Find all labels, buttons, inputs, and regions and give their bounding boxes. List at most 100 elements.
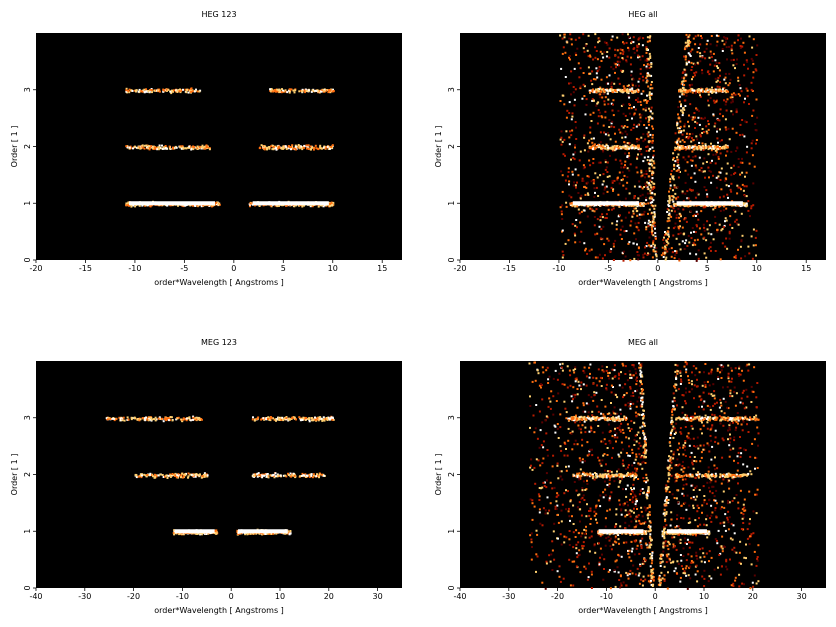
heatmap-pixel <box>613 145 616 148</box>
heatmap-pixel <box>696 122 699 125</box>
heatmap-pixel <box>198 417 201 420</box>
heatmap-pixel <box>208 147 211 150</box>
heatmap-pixel <box>722 226 725 228</box>
heatmap-pixel <box>604 110 607 113</box>
heatmap-pixel <box>646 63 649 66</box>
heatmap-pixel <box>591 83 594 86</box>
heatmap-pixel <box>315 417 317 420</box>
heatmap-pixel <box>652 249 655 251</box>
heatmap-pixel <box>564 51 567 54</box>
heatmap-pixel <box>670 205 673 208</box>
heatmap-pixel <box>691 227 694 229</box>
heatmap-pixel <box>123 419 126 422</box>
heatmap-pixel <box>683 89 686 91</box>
heatmap-pixel <box>248 532 251 535</box>
heatmap-pixel <box>634 145 637 148</box>
heatmap-pixel <box>308 419 311 421</box>
heatmap-pixel <box>196 90 199 93</box>
heatmap-pixel <box>739 87 742 90</box>
heatmap-pixel <box>668 196 671 199</box>
heatmap-pixel <box>628 142 631 145</box>
heatmap-pixel <box>751 90 754 92</box>
heatmap-pixel <box>652 234 655 237</box>
heatmap-pixel <box>571 173 574 176</box>
heatmap-pixel <box>680 130 683 132</box>
heatmap-pixel <box>127 418 130 421</box>
heatmap-pixel <box>719 128 721 131</box>
heatmap-pixel <box>677 143 679 146</box>
heatmap-pixel <box>137 147 140 150</box>
heatmap-pixel <box>272 148 275 151</box>
heatmap-pixel <box>176 417 179 420</box>
heatmap-pixel <box>585 186 588 189</box>
heatmap-pixel <box>622 250 625 253</box>
heatmap-pixel <box>257 416 260 419</box>
heatmap-pixel <box>697 34 700 37</box>
heatmap-pixel <box>625 187 628 190</box>
heatmap-pixel <box>632 91 635 94</box>
heatmap-pixel <box>568 143 571 146</box>
heatmap-pixel <box>158 416 161 419</box>
heatmap-pixel <box>154 419 157 422</box>
heatmap-pixel <box>649 159 652 162</box>
heatmap-pixel <box>246 533 249 536</box>
heatmap-pixel <box>610 102 613 105</box>
heatmap-pixel <box>672 207 675 210</box>
heatmap-pixel <box>148 90 151 93</box>
heatmap-pixel <box>143 473 146 476</box>
heatmap-pixel <box>287 472 289 475</box>
heatmap-pixel <box>648 74 651 77</box>
heatmap-pixel <box>604 96 607 99</box>
y-tick-label: 1 <box>447 201 456 206</box>
heatmap-pixel <box>583 85 586 88</box>
heatmap-pixel <box>709 170 712 173</box>
heatmap-pixel <box>179 146 182 149</box>
heatmap-pixel <box>625 59 628 62</box>
heatmap-pixel <box>626 142 629 145</box>
heatmap-pixel <box>637 144 639 147</box>
heatmap-pixel <box>641 75 644 78</box>
heatmap-pixel <box>722 209 725 212</box>
heatmap-pixel <box>741 161 744 164</box>
heatmap-pixel <box>317 90 320 93</box>
heatmap-pixel <box>610 83 613 86</box>
heatmap-pixel <box>688 84 691 87</box>
x-tick-label: -20 <box>29 264 42 273</box>
heatmap-pixel <box>750 142 753 145</box>
heatmap-pixel <box>624 145 627 148</box>
heatmap-pixel <box>614 158 617 161</box>
heatmap-pixel <box>705 130 708 133</box>
heatmap-pixel <box>678 149 681 152</box>
heatmap-pixel <box>205 533 208 535</box>
heatmap-pixel <box>730 101 733 104</box>
heatmap-pixel <box>642 108 645 111</box>
heatmap-pixel <box>694 164 697 167</box>
heatmap-pixel <box>606 171 609 173</box>
heatmap-pixel <box>723 36 725 39</box>
heatmap-pixel <box>743 204 746 207</box>
heatmap-pixel <box>568 183 570 186</box>
order-1-core <box>572 201 640 206</box>
heatmap-pixel <box>727 84 730 87</box>
heatmap-pixel <box>654 227 656 230</box>
heatmap-pixel <box>130 89 132 92</box>
heatmap-pixel <box>277 416 280 419</box>
heatmap-pixel <box>210 205 213 208</box>
heatmap-pixel <box>653 216 656 219</box>
heatmap-pixel <box>707 91 710 93</box>
heatmap-pixel <box>218 203 221 206</box>
heatmap-pixel <box>208 148 211 151</box>
heatmap-pixel <box>714 122 717 125</box>
heatmap-pixel <box>109 417 112 420</box>
heatmap-pixel <box>268 146 271 148</box>
heatmap-pixel <box>189 89 192 92</box>
heatmap-pixel <box>167 474 170 477</box>
heatmap-pixel <box>274 90 277 93</box>
heatmap-pixel <box>587 193 590 196</box>
heatmap-pixel <box>643 124 646 126</box>
heatmap-pixel <box>626 146 629 148</box>
heatmap-pixel <box>135 89 138 92</box>
heatmap-pixel <box>594 191 596 194</box>
heatmap-pixel <box>149 205 152 208</box>
heatmap-pixel <box>700 89 703 92</box>
